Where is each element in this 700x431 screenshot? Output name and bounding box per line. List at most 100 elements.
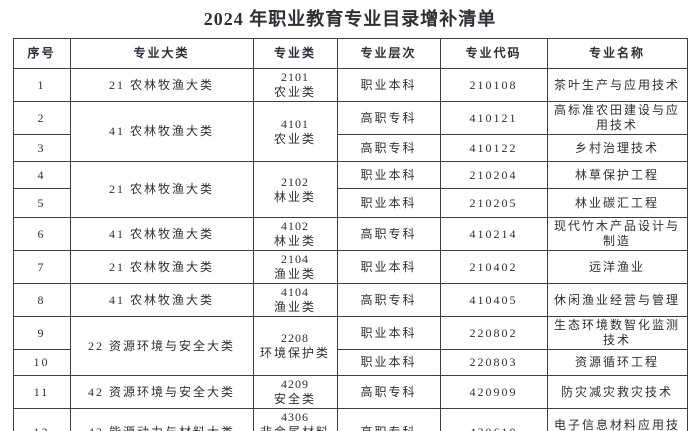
- class-code: 2101: [281, 70, 309, 84]
- header-code: 专业代码: [439, 38, 548, 69]
- cell-class: 2101 农业类: [252, 68, 338, 102]
- class-name: 林业类: [273, 234, 316, 248]
- cell-name: 生态环境数智化监测技术: [546, 316, 688, 350]
- cell-code: 210402: [439, 250, 548, 284]
- class-code: 2104: [281, 252, 309, 266]
- cell-level: 高职专科: [336, 101, 441, 135]
- cell-class: 4101 农业类: [252, 101, 338, 162]
- cell-category: 21 农林牧渔大类: [69, 250, 254, 284]
- cell-serial: 4: [12, 161, 71, 189]
- cell-code: 410405: [439, 283, 548, 317]
- cell-category: 41 农林牧渔大类: [69, 101, 254, 162]
- class-name: 农业类: [273, 131, 316, 146]
- class-name: 农业类: [273, 85, 316, 99]
- table-row: 10 职业本科 220803 资源循环工程: [12, 349, 688, 376]
- cell-code: 220803: [439, 349, 548, 376]
- table-row: 12 43 能源动力与材料大类 4306 非金属材料类 高职专科 430610 …: [12, 408, 688, 431]
- cell-code: 210108: [439, 68, 548, 102]
- cell-serial: 9: [12, 316, 71, 350]
- cell-level: 职业本科: [336, 161, 441, 189]
- page-title: 2024 年职业教育专业目录增补清单: [203, 9, 497, 29]
- class-code: 4101: [281, 116, 309, 131]
- cell-name: 林业碳汇工程: [546, 188, 688, 218]
- cell-level: 高职专科: [336, 283, 441, 317]
- cell-class: 2102 林业类: [252, 161, 338, 218]
- directory-table: 序号 专业大类 专业类 专业层次 专业代码 专业名称 1 21 农林牧渔大类 2…: [12, 38, 688, 431]
- cell-class: 4102 林业类: [252, 217, 338, 251]
- cell-serial: 2: [12, 101, 71, 135]
- class-code: 4209: [281, 377, 309, 391]
- table-row: 4 21 农林牧渔大类 2102 林业类 职业本科 210204 林草保护工程: [12, 161, 688, 218]
- cell-code: 210205: [439, 188, 548, 218]
- class-name: 环境保护类: [259, 346, 330, 360]
- cell-code: 410214: [439, 217, 548, 251]
- cell-class: 2208 环境保护类: [252, 316, 338, 376]
- cell-level: 职业本科: [336, 68, 441, 102]
- table-row: 2 41 农林牧渔大类 4101 农业类 高职专科 410121 高标准农田建设…: [12, 101, 688, 162]
- class-code: 4104: [281, 285, 309, 299]
- table-row: 8 41 农林牧渔大类 4104 渔业类 高职专科 410405 休闲渔业经营与…: [12, 283, 688, 317]
- class-name: 渔业类: [273, 267, 316, 281]
- table-row: 9 22 资源环境与安全大类 2208 环境保护类 职业本科 220802 生态…: [12, 316, 688, 376]
- table-row: 5 职业本科 210205 林业碳汇工程: [12, 188, 688, 218]
- class-code: 2102: [281, 174, 309, 189]
- cell-serial: 8: [12, 283, 71, 317]
- class-code: 4102: [281, 219, 309, 233]
- cell-serial: 1: [12, 68, 71, 102]
- cell-level: 职业本科: [336, 188, 441, 218]
- cell-code: 430610: [439, 408, 548, 431]
- header-name: 专业名称: [546, 38, 688, 69]
- header-level: 专业层次: [336, 38, 441, 69]
- cell-level: 高职专科: [336, 217, 441, 251]
- table-row: 6 41 农林牧渔大类 4102 林业类 高职专科 410214 现代竹木产品设…: [12, 217, 688, 251]
- cell-name: 现代竹木产品设计与制造: [546, 217, 688, 251]
- cell-code: 220802: [439, 316, 548, 350]
- header-category: 专业大类: [69, 38, 254, 69]
- cell-level: 高职专科: [336, 134, 441, 162]
- cell-name: 休闲渔业经营与管理: [546, 283, 688, 317]
- class-name: 林业类: [273, 189, 316, 204]
- cell-class: 4209 安全类: [252, 375, 338, 409]
- cell-class: 4306 非金属材料类: [252, 408, 338, 431]
- cell-name: 茶叶生产与应用技术: [546, 68, 688, 102]
- cell-name: 资源循环工程: [546, 349, 688, 376]
- cell-category: 21 农林牧渔大类: [69, 161, 254, 218]
- class-code: 2208: [281, 331, 309, 345]
- cell-serial: 10: [12, 349, 71, 376]
- cell-class: 4104 渔业类: [252, 283, 338, 317]
- cell-name: 高标准农田建设与应用技术: [546, 101, 688, 135]
- cell-category: 22 资源环境与安全大类: [69, 316, 254, 376]
- cell-category: 41 农林牧渔大类: [69, 283, 254, 317]
- class-name: 非金属材料类: [257, 425, 334, 431]
- header-class: 专业类: [252, 38, 338, 69]
- cell-serial: 3: [12, 134, 71, 162]
- cell-serial: 12: [12, 408, 71, 431]
- class-name: 渔业类: [273, 300, 316, 314]
- table-row: 11 42 资源环境与安全大类 4209 安全类 高职专科 420909 防灾减…: [12, 375, 688, 409]
- cell-code: 420909: [439, 375, 548, 409]
- header-serial: 序号: [12, 38, 71, 69]
- cell-serial: 11: [12, 375, 71, 409]
- cell-class: 2104 渔业类: [252, 250, 338, 284]
- cell-level: 高职专科: [336, 408, 441, 431]
- cell-category: 41 农林牧渔大类: [69, 217, 254, 251]
- cell-category: 21 农林牧渔大类: [69, 68, 254, 102]
- cell-serial: 7: [12, 250, 71, 284]
- cell-category: 43 能源动力与材料大类: [69, 408, 254, 431]
- class-code: 4306: [281, 410, 309, 424]
- cell-code: 410121: [439, 101, 548, 135]
- cell-name: 林草保护工程: [546, 161, 688, 189]
- cell-serial: 6: [12, 217, 71, 251]
- cell-level: 职业本科: [336, 250, 441, 284]
- table-row: 1 21 农林牧渔大类 2101 农业类 职业本科 210108 茶叶生产与应用…: [12, 68, 688, 102]
- cell-level: 职业本科: [336, 316, 441, 350]
- cell-level: 高职专科: [336, 375, 441, 409]
- cell-code: 210204: [439, 161, 548, 189]
- cell-name: 远洋渔业: [546, 250, 688, 284]
- cell-name: 电子信息材料应用技术: [546, 408, 688, 431]
- cell-serial: 5: [12, 188, 71, 218]
- class-name: 安全类: [273, 392, 316, 406]
- header-row: 序号 专业大类 专业类 专业层次 专业代码 专业名称: [12, 38, 688, 69]
- cell-category: 42 资源环境与安全大类: [69, 375, 254, 409]
